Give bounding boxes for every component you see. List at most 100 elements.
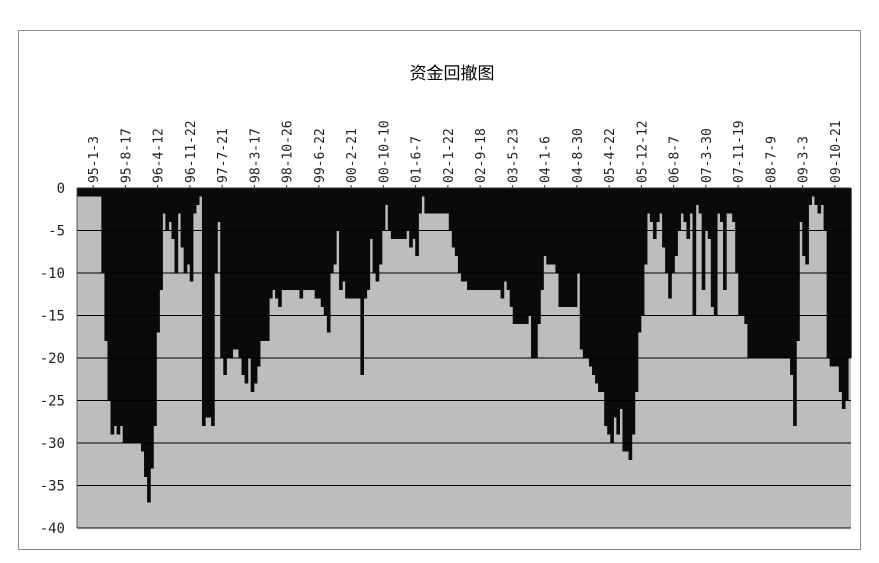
drawdown-bar: [275, 188, 279, 299]
drawdown-bar: [470, 188, 474, 290]
drawdown-bar: [744, 188, 748, 324]
drawdown-bar: [473, 188, 477, 290]
drawdown-bar: [345, 188, 349, 299]
drawdown-bar: [598, 188, 602, 392]
drawdown-bar: [336, 188, 340, 231]
chart-title: 资金回撤图: [410, 64, 495, 84]
drawdown-bar: [418, 188, 422, 214]
drawdown-bar: [140, 188, 145, 452]
drawdown-bar: [165, 188, 170, 231]
drawdown-bar: [537, 188, 541, 324]
drawdown-bar: [491, 188, 496, 290]
x-tick-label: 07-11-19: [732, 120, 747, 183]
drawdown-bar: [646, 188, 651, 214]
drawdown-bar: [409, 188, 413, 248]
drawdown-bar: [348, 188, 352, 299]
drawdown-bar: [738, 188, 742, 316]
drawdown-bar: [253, 188, 258, 384]
x-tick-label: 99-6-22: [313, 128, 328, 183]
drawdown-bar: [171, 188, 176, 239]
drawdown-bar: [512, 188, 517, 324]
drawdown-bar: [241, 188, 246, 375]
drawdown-bar: [460, 188, 465, 282]
drawdown-bar: [695, 188, 700, 205]
x-tick-label: 00-2-21: [345, 128, 360, 183]
drawdown-bar: [790, 188, 794, 375]
drawdown-bar: [479, 188, 483, 290]
drawdown-bar: [631, 188, 636, 435]
drawdown-bar: [339, 188, 343, 290]
drawdown-bar: [649, 188, 654, 222]
drawdown-bar: [89, 188, 93, 197]
y-tick-label: -5: [48, 224, 65, 240]
drawdown-bar: [147, 188, 151, 503]
drawdown-bar: [186, 188, 191, 265]
drawdown-bar: [357, 188, 361, 299]
drawdown-bar: [427, 188, 432, 214]
drawdown-bar: [625, 188, 630, 452]
drawdown-bar: [363, 188, 368, 299]
drawdown-bar: [680, 188, 684, 214]
drawdown-bar: [662, 188, 666, 248]
drawdown-bar: [293, 188, 297, 290]
drawdown-bar: [415, 188, 419, 256]
drawdown-bar: [366, 188, 371, 290]
drawdown-bar: [613, 188, 617, 418]
drawdown-bar: [299, 188, 304, 299]
drawdown-bar: [500, 188, 505, 299]
x-tick-label: 07-3-30: [700, 128, 715, 183]
drawdown-bar: [543, 188, 547, 256]
drawdown-bar: [732, 188, 736, 222]
drawdown-bar: [211, 188, 215, 426]
y-tick-label: 0: [57, 181, 65, 197]
drawdown-bar: [305, 188, 310, 290]
drawdown-bar: [546, 188, 550, 265]
drawdown-bar: [713, 188, 718, 316]
drawdown-bar: [494, 188, 499, 290]
drawdown-bar: [640, 188, 645, 316]
drawdown-bar: [616, 188, 621, 435]
drawdown-bar: [204, 188, 209, 418]
drawdown-bar: [454, 188, 459, 256]
x-tick-label: 03-5-23: [506, 128, 521, 183]
y-tick-label: -20: [40, 351, 65, 367]
drawdown-bar: [448, 188, 453, 231]
drawdown-bar: [77, 188, 81, 197]
drawdown-bar: [628, 188, 633, 460]
x-tick-label: 95-1-3: [87, 136, 102, 183]
drawdown-bar: [198, 188, 203, 197]
drawdown-bar: [406, 188, 410, 231]
drawdown-bar: [619, 188, 624, 409]
drawdown-bar: [180, 188, 185, 248]
x-tick-label: 01-6-7: [410, 136, 425, 183]
drawdown-bar: [808, 188, 812, 205]
drawdown-bar: [110, 188, 115, 435]
drawdown-bar: [445, 188, 450, 214]
drawdown-bar: [570, 188, 575, 307]
drawdown-bar: [360, 188, 365, 375]
drawdown-bar: [674, 188, 678, 256]
drawdown-bar: [393, 188, 398, 239]
drawdown-bar: [433, 188, 438, 214]
drawdown-bar: [375, 188, 380, 282]
drawdown-bar: [113, 188, 118, 426]
drawdown-bar: [476, 188, 480, 290]
x-tick-label: 98-3-17: [248, 128, 263, 183]
drawdown-bar: [342, 188, 346, 282]
drawdown-bar: [281, 188, 285, 290]
x-tick-label: 08-7-9: [764, 136, 779, 183]
drawdown-bar: [838, 188, 843, 392]
drawdown-bar: [302, 188, 307, 290]
drawdown-bar: [561, 188, 566, 307]
drawdown-bar: [451, 188, 456, 248]
drawdown-bar: [296, 188, 301, 290]
drawdown-bar: [497, 188, 502, 290]
drawdown-bar: [488, 188, 493, 290]
drawdown-bar: [159, 188, 163, 290]
drawdown-bar: [268, 188, 273, 299]
x-tick-label: 98-10-26: [281, 120, 296, 183]
drawdown-bar: [217, 188, 221, 222]
drawdown-bar: [223, 188, 227, 375]
drawdown-bar: [689, 188, 694, 214]
drawdown-bar: [98, 188, 102, 197]
